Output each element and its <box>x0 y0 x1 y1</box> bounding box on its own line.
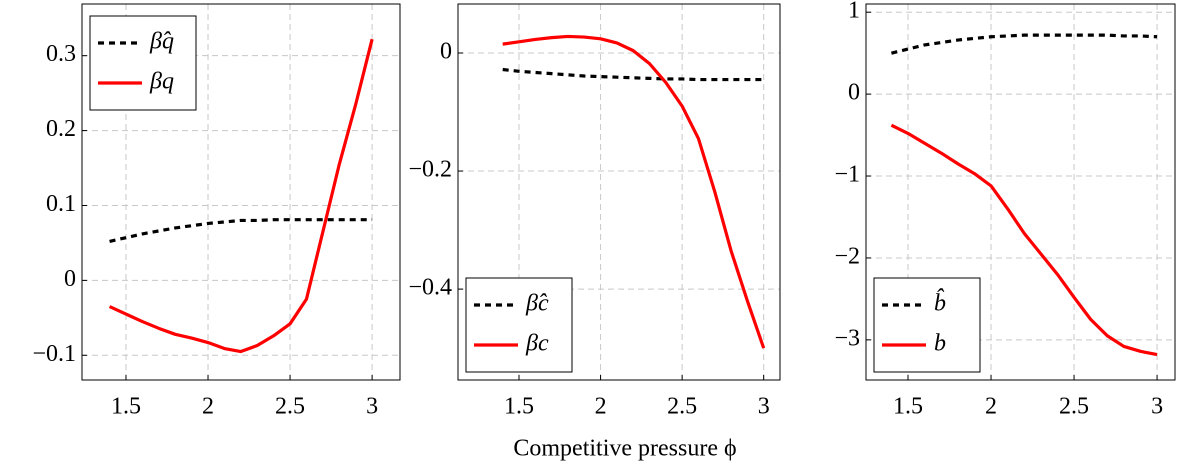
x-tick-label: 2.5 <box>275 394 305 420</box>
y-tick-label: 0.2 <box>46 116 76 142</box>
x-tick-label: 3 <box>366 394 378 420</box>
x-tick-label: 2 <box>202 394 214 420</box>
x-tick-label: 1.5 <box>111 394 141 420</box>
legend-label: βc <box>525 331 549 357</box>
x-tick-label: 2 <box>985 394 997 420</box>
y-tick-label: −0.4 <box>408 275 452 301</box>
y-tick-label: −1 <box>834 162 860 188</box>
legend-label: β̂q <box>149 29 174 55</box>
x-axis-label: Competitive pressure ϕ <box>513 436 736 462</box>
y-tick-label: −0.2 <box>408 157 452 183</box>
y-tick-label: 1 <box>848 0 860 24</box>
legend-box <box>873 277 981 373</box>
y-tick-label: −2 <box>834 243 860 269</box>
y-tick-label: 0 <box>848 80 860 106</box>
x-tick-label: 1.5 <box>893 394 923 420</box>
y-tick-label: −3 <box>834 325 860 351</box>
legend-label: b̂ <box>934 289 946 317</box>
y-tick-label: 0 <box>64 266 76 292</box>
series-line <box>108 38 374 354</box>
series-line <box>109 218 373 243</box>
x-tick-label: 1.5 <box>504 394 534 420</box>
y-tick-label: 0.3 <box>46 41 76 67</box>
series-line <box>502 34 766 349</box>
legend-label: βq <box>149 69 174 95</box>
series-line <box>890 123 1158 357</box>
y-tick-label: 0.1 <box>46 191 76 217</box>
legend-box <box>89 15 197 111</box>
series-line <box>891 33 1158 55</box>
plot-frame <box>81 3 401 381</box>
plot-frame <box>457 3 781 381</box>
x-tick-label: 3 <box>1151 394 1163 420</box>
x-tick-label: 2.5 <box>1059 394 1089 420</box>
legend-label: b <box>934 331 946 357</box>
y-tick-label: −0.1 <box>32 341 76 367</box>
plot-frame <box>865 3 1176 381</box>
legend-box <box>465 277 573 373</box>
x-tick-label: 3 <box>758 394 770 420</box>
y-tick-label: 0 <box>440 38 452 64</box>
legend: β̂q βq <box>89 15 197 111</box>
x-tick-label: 2 <box>595 394 607 420</box>
legend-label: β̂c <box>525 291 549 317</box>
x-tick-label: 2.5 <box>667 394 697 420</box>
legend: b̂ b <box>873 277 981 373</box>
legend: β̂c βc <box>465 277 573 373</box>
series-line <box>502 67 764 82</box>
